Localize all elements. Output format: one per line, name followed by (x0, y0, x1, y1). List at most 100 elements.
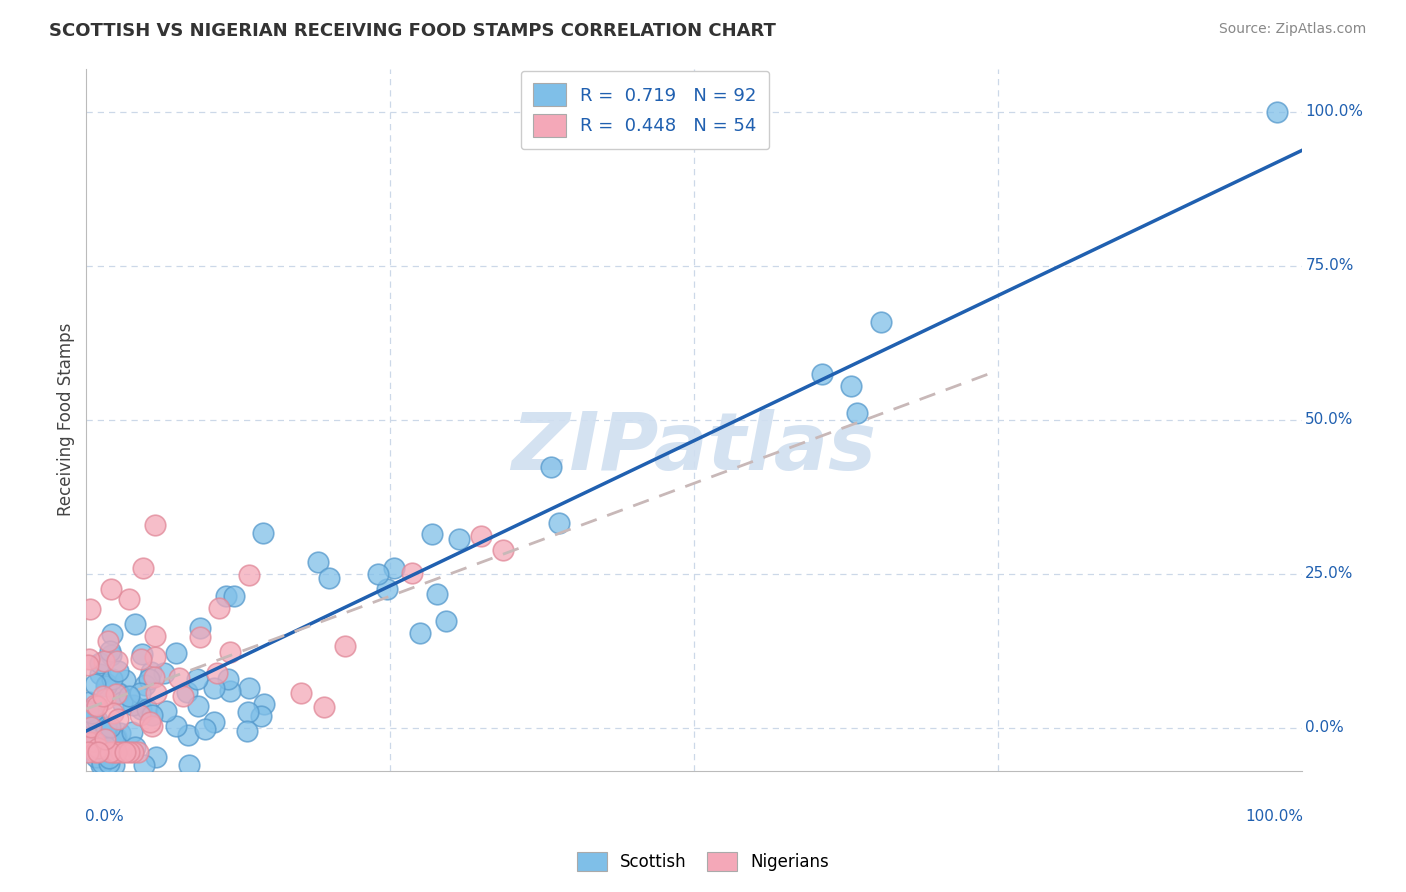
Point (101, 672, 124, 686)
Point (104, 731, 127, 745)
Point (401, 566, 423, 581)
Point (77, 745, 100, 759)
Point (143, 518, 166, 533)
Point (118, 592, 141, 607)
Point (84, 749, 107, 764)
Point (219, 645, 242, 659)
Text: 100.0%: 100.0% (1305, 104, 1364, 120)
Point (202, 681, 225, 696)
Point (94, 723, 117, 738)
Point (83, 677, 105, 691)
Point (105, 687, 128, 701)
Point (108, 686, 131, 700)
Legend: R =  0.719   N = 92, R =  0.448   N = 54: R = 0.719 N = 92, R = 0.448 N = 54 (520, 70, 769, 150)
Point (86, 740, 108, 755)
Point (172, 689, 194, 703)
Point (215, 589, 238, 603)
Point (238, 567, 260, 582)
Text: SCOTTISH VS NIGERIAN RECEIVING FOOD STAMPS CORRELATION CHART: SCOTTISH VS NIGERIAN RECEIVING FOOD STAM… (49, 22, 776, 40)
Point (94, 680, 117, 694)
Point (79, 602, 101, 616)
Point (134, 678, 156, 692)
Point (187, 698, 209, 713)
Point (98, 720, 121, 734)
Point (82, 706, 104, 720)
Point (205, 666, 228, 681)
Point (548, 516, 571, 530)
Point (86, 699, 108, 714)
Point (143, 649, 166, 664)
Point (375, 582, 398, 597)
Text: 25.0%: 25.0% (1305, 566, 1354, 581)
Point (94, 732, 117, 747)
Point (98, 644, 121, 658)
Point (252, 525, 274, 540)
Point (318, 571, 340, 585)
Point (84, 745, 107, 759)
Point (98, 751, 121, 765)
Point (136, 702, 159, 716)
Point (94, 739, 117, 753)
Point (447, 532, 470, 546)
Point (1265, 104, 1288, 119)
Point (87, 745, 110, 759)
Point (83, 735, 105, 749)
Point (111, 695, 134, 709)
Point (145, 750, 167, 764)
Point (124, 616, 146, 631)
Point (83, 698, 105, 712)
Point (79, 710, 101, 724)
Point (114, 673, 136, 688)
Text: 75.0%: 75.0% (1305, 258, 1354, 273)
Point (839, 379, 862, 393)
Point (186, 672, 208, 686)
Point (129, 701, 152, 715)
Point (194, 723, 217, 737)
Point (492, 542, 515, 557)
Point (128, 708, 150, 723)
Text: 100.0%: 100.0% (1244, 809, 1303, 824)
Point (77, 695, 100, 709)
Point (308, 555, 330, 569)
Point (76, 704, 98, 718)
Text: 50.0%: 50.0% (1305, 412, 1354, 427)
Point (79, 735, 101, 749)
Y-axis label: Receiving Food Stamps: Receiving Food Stamps (58, 323, 75, 516)
Point (94, 692, 117, 706)
Point (132, 561, 155, 575)
Point (165, 719, 187, 733)
Point (845, 406, 868, 420)
Point (91, 689, 114, 703)
Point (145, 686, 167, 700)
Text: 0.0%: 0.0% (86, 809, 124, 824)
Point (143, 629, 166, 643)
Point (238, 681, 260, 695)
Point (107, 712, 129, 726)
Legend: Scottish, Nigerians: Scottish, Nigerians (568, 843, 838, 880)
Point (434, 615, 457, 629)
Text: 0.0%: 0.0% (1305, 720, 1344, 735)
Point (367, 567, 389, 582)
Point (132, 757, 155, 772)
Point (314, 700, 336, 714)
Point (104, 730, 127, 744)
Point (167, 671, 190, 685)
Point (188, 630, 211, 644)
Point (110, 745, 132, 759)
Text: ZIPatlas: ZIPatlas (512, 409, 876, 487)
Point (129, 652, 152, 666)
Point (141, 707, 163, 722)
Point (124, 740, 146, 755)
Point (101, 627, 124, 641)
Point (131, 647, 153, 661)
Point (188, 621, 211, 635)
Point (103, 745, 125, 759)
Point (121, 725, 143, 739)
Point (143, 670, 166, 684)
Point (218, 683, 240, 698)
Point (118, 689, 141, 703)
Point (114, 745, 136, 759)
Point (222, 589, 245, 603)
Point (540, 460, 562, 475)
Point (129, 686, 152, 700)
